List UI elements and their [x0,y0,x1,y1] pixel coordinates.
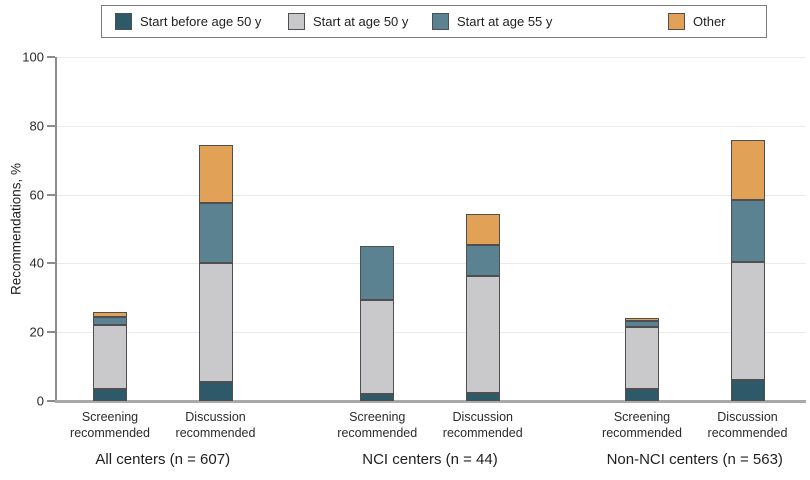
y-tick-label-100: 100 [22,49,44,65]
y-tick-100 [47,56,55,58]
bar-segment-start-before-50 [465,393,500,401]
bar-segment-start-at-55 [465,245,500,277]
bar-segment-other [93,312,127,317]
y-tick-60 [47,193,55,196]
y-axis-title: Recommendations, % [8,162,24,296]
bar-segment-start-before-50 [360,394,395,401]
x-tick-label: Discussion recommended [175,410,256,440]
legend-swatch-start-before-50 [115,13,132,30]
x-tick-label: Screening recommended [602,410,682,440]
legend-label-start-before-50: Start before age 50 y [140,14,262,29]
gridline-60 [57,194,806,196]
x-tick-label: Discussion recommended [442,410,523,440]
bar-segment-start-at-55 [360,245,395,300]
bar-segment-other [198,145,233,203]
y-tick-40 [47,262,55,265]
group-label: NCI centers (n = 44) [362,451,498,468]
y-tick-0 [47,400,55,402]
bar-segment-start-at-55 [730,199,765,262]
x-tick-label: Screening recommended [70,410,150,440]
legend-item-other: Other [668,6,726,37]
legend-item-start-at-55: Start at age 55 y [432,6,552,37]
legend-swatch-other [668,13,685,30]
bar-segment-other [730,139,765,200]
bar-segment-start-at-50 [465,276,500,394]
y-axis-line [55,57,57,403]
bar-segment-start-at-50 [198,263,233,383]
bar-group1-discussion [198,145,233,401]
y-tick-80 [47,124,55,127]
bar-segment-start-at-50 [625,327,659,389]
group-label: All centers (n = 607) [95,451,231,468]
gridline-100 [57,57,806,58]
bar-segment-start-at-50 [730,261,765,381]
legend-item-start-before-50: Start before age 50 y [115,6,261,37]
legend-item-start-at-50: Start at age 50 y [288,6,408,37]
y-tick-label-20: 20 [29,324,44,340]
x-axis-line [55,400,806,403]
bar-segment-other [465,213,500,246]
y-tick-label-60: 60 [29,187,44,203]
gridline-20 [57,332,806,334]
bar-segment-start-before-50 [625,388,659,401]
bar-segment-start-before-50 [93,388,127,401]
legend-label-start-at-50: Start at age 50 y [313,14,409,29]
legend-label-other: Other [693,14,726,29]
x-tick-label: Screening recommended [337,410,418,440]
y-tick-label-0: 0 [36,393,44,409]
group-label: Non-NCI centers (n = 563) [606,451,783,468]
y-tick-label-80: 80 [29,118,44,134]
bar-segment-start-at-50 [93,325,127,389]
y-tick-20 [47,331,55,334]
bar-segment-start-at-55 [93,316,127,326]
bar-segment-start-at-55 [625,321,659,328]
bar-group1-screening [93,312,127,401]
gridline-40 [57,263,806,265]
bar-group2-discussion [465,213,500,401]
x-tick-label: Discussion recommended [707,410,788,440]
bar-group3-discussion [730,139,765,401]
bar-segment-start-at-50 [360,299,395,395]
y-tick-label-40: 40 [29,255,44,271]
bar-segment-other [625,317,659,322]
bar-segment-start-at-55 [198,202,233,264]
legend-swatch-start-at-55 [432,13,449,30]
gridline-80 [57,125,806,127]
chart-legend: Start before age 50 y Start at age 50 y St… [101,5,767,38]
plot-area: 0 20 40 60 80 100 Screening recommended Discuss… [22,50,806,468]
legend-swatch-start-at-50 [288,13,305,30]
bar-segment-start-before-50 [730,380,765,401]
bar-group2-screening [360,245,395,401]
legend-label-start-at-55: Start at age 55 y [457,14,553,29]
bar-group3-screening [625,317,659,401]
bar-segment-start-before-50 [198,382,233,401]
